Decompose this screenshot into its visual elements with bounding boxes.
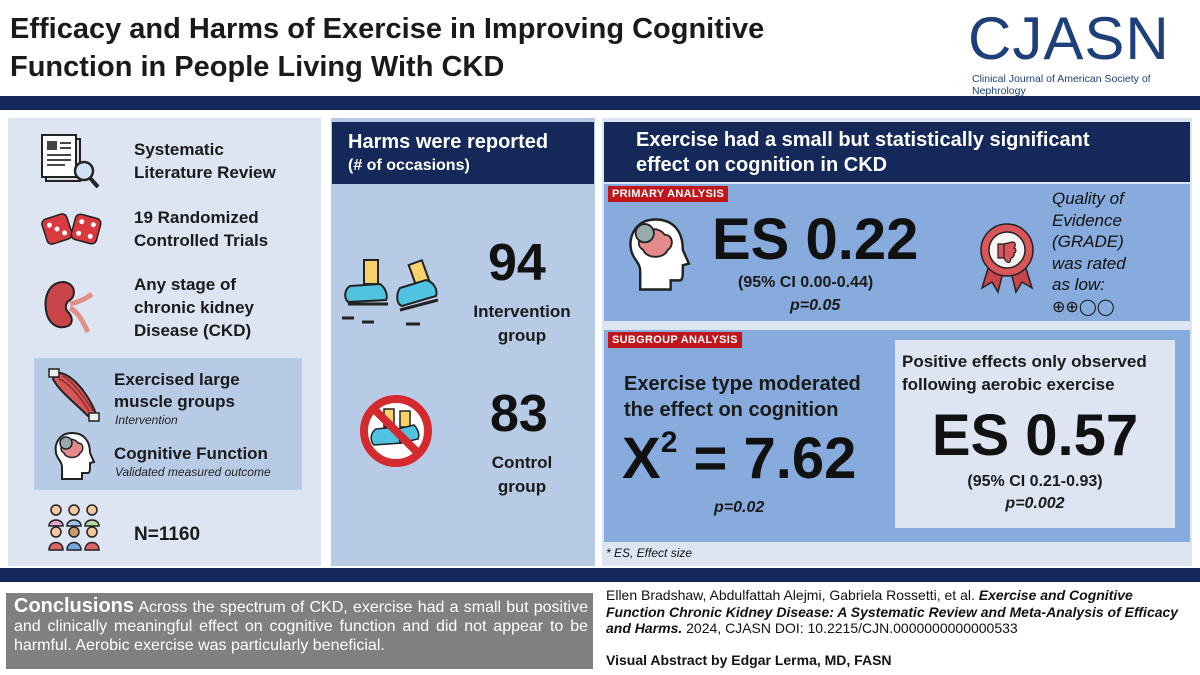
chi-label: X <box>622 426 661 491</box>
study-design-panel <box>8 118 321 566</box>
es-footnote: * ES, Effect size <box>606 546 693 560</box>
harms-title: Harms were reported <box>348 131 549 153</box>
ckd-stage-line-3: Disease (CKD) <box>134 321 252 340</box>
effect-title-line-2: effect on cognition in CKD <box>636 154 888 176</box>
brain-head-icon-large <box>625 212 695 294</box>
cjasn-logo: CJASN <box>968 5 1170 72</box>
citation-doi: 2024, CJASN DOI: 10.2215/CJN.00000000000… <box>682 620 1018 636</box>
intervention-harms-count: 94 <box>488 234 546 292</box>
primary-p-value: p=0.05 <box>790 297 841 314</box>
grade-quality-text: Quality of Evidence (GRADE) was rated as… <box>1052 188 1126 317</box>
moderation-text: Exercise type moderated the effect on co… <box>624 371 861 423</box>
systematic-review-line-2: Literature Review <box>134 163 276 182</box>
visual-abstract-credit: Visual Abstract by Edgar Lerma, MD, FASN <box>606 652 892 668</box>
aerobic-box <box>895 340 1175 528</box>
rct-line-2: Controlled Trials <box>134 231 269 250</box>
effect-header <box>604 122 1190 182</box>
conclusions-box <box>6 593 593 669</box>
control-group-line-2: group <box>497 477 547 496</box>
chi-value: = 7.62 <box>677 426 857 491</box>
page-title: Efficacy and Harms of Exercise in Improv… <box>10 10 910 86</box>
people-icon <box>46 502 102 554</box>
control-group-label: Control group <box>462 451 582 499</box>
intervention-caption: Intervention <box>115 413 178 427</box>
muscle-icon <box>47 365 103 423</box>
ckd-stage-line-2: chronic kidney <box>134 298 254 317</box>
literature-review-icon <box>40 133 104 191</box>
aerobic-p-value: p=0.002 <box>1005 495 1065 512</box>
primary-analysis-tag: PRIMARY ANALYSIS <box>608 186 729 202</box>
systematic-review-line-1: Systematic <box>134 140 224 159</box>
grade-line-5: as low: <box>1052 275 1105 294</box>
intervention-line-1: Exercised large <box>114 370 240 389</box>
aerobic-ci: (95% CI 0.21-0.93) <box>967 473 1103 490</box>
grade-line-3: (GRADE) <box>1052 232 1124 251</box>
chi-superscript: 2 <box>660 426 678 459</box>
effect-title-line-1: Exercise had a small but statistically s… <box>636 129 1090 151</box>
aerobic-line-2: following aerobic exercise <box>902 375 1115 394</box>
citation-title: Exercise and Cognitive Function Chronic … <box>606 587 1179 636</box>
conclusions-label: Conclusions <box>14 595 135 617</box>
chi-square-statistic: X2 = 7.62 <box>622 425 856 492</box>
intervention-group-line-1: Intervention <box>473 302 571 321</box>
intervention-line-2: muscle groups <box>114 392 235 411</box>
title-line-2: Function in People Living With CKD <box>10 51 505 83</box>
rct-label: 19 Randomized Controlled Trials <box>134 206 268 252</box>
dice-icon <box>40 209 104 249</box>
intervention-group-label: Intervention group <box>462 300 582 348</box>
intervention-group-line-2: group <box>497 326 547 345</box>
control-group-line-1: Control <box>491 453 553 472</box>
primary-analysis-box <box>604 184 1190 321</box>
chi-p-value: p=0.02 <box>714 499 765 516</box>
aerobic-effect-size: ES 0.57 <box>931 403 1139 468</box>
bottom-divider-bar <box>0 568 1200 582</box>
conclusions-body: Across the spectrum of CKD, exercise had… <box>14 599 588 654</box>
no-walking-icon <box>358 393 434 469</box>
primary-ci: (95% CI 0.00-0.44) <box>738 274 874 291</box>
top-divider-bar <box>0 96 1200 110</box>
rct-line-1: 19 Randomized <box>134 208 259 227</box>
harms-panel <box>331 118 595 566</box>
walking-shoes-icon <box>342 258 446 330</box>
brain-head-icon <box>52 429 98 481</box>
cjasn-logo-subtitle: Clinical Journal of American Society of … <box>972 73 1151 97</box>
grade-line-4: was rated <box>1052 253 1126 273</box>
grade-line-1: Quality of <box>1052 189 1124 208</box>
conclusions-text: Conclusions Across the spectrum of CKD, … <box>14 595 588 655</box>
subgroup-analysis-tag: SUBGROUP ANALYSIS <box>608 332 742 348</box>
aerobic-text: Positive effects only observed following… <box>902 350 1147 396</box>
harms-header <box>332 122 594 184</box>
citation-authors: Ellen Bradshaw, Abdulfattah Alejmi, Gabr… <box>606 587 979 603</box>
ckd-stage-line-1: Any stage of <box>134 275 237 294</box>
effect-title: Exercise had a small but statistically s… <box>636 128 1090 178</box>
ckd-stage-label: Any stage of chronic kidney Disease (CKD… <box>134 273 254 342</box>
primary-effect-size: ES 0.22 <box>712 207 919 272</box>
moderation-line-1: Exercise type moderated <box>624 373 861 395</box>
title-line-1: Efficacy and Harms of Exercise in Improv… <box>10 13 765 45</box>
harms-subtitle: (# of occasions) <box>348 157 470 174</box>
kidney-icon <box>42 278 96 334</box>
systematic-review-label: Systematic Literature Review <box>134 138 276 184</box>
moderation-line-2: the effect on cognition <box>624 399 839 421</box>
outcome-caption: Validated measured outcome <box>115 465 271 479</box>
aerobic-line-1: Positive effects only observed <box>902 352 1147 371</box>
outcome-label: Cognitive Function <box>114 444 268 463</box>
citation: Ellen Bradshaw, Abdulfattah Alejmi, Gabr… <box>606 587 1194 637</box>
control-harms-count: 83 <box>490 385 548 443</box>
intervention-label: Exercised large muscle groups <box>114 369 240 413</box>
thumbs-down-award-icon <box>976 222 1038 294</box>
grade-line-2: Evidence <box>1052 210 1122 230</box>
grade-symbols: ⊕⊕◯◯ <box>1052 296 1115 316</box>
sample-size: N=1160 <box>134 524 201 545</box>
